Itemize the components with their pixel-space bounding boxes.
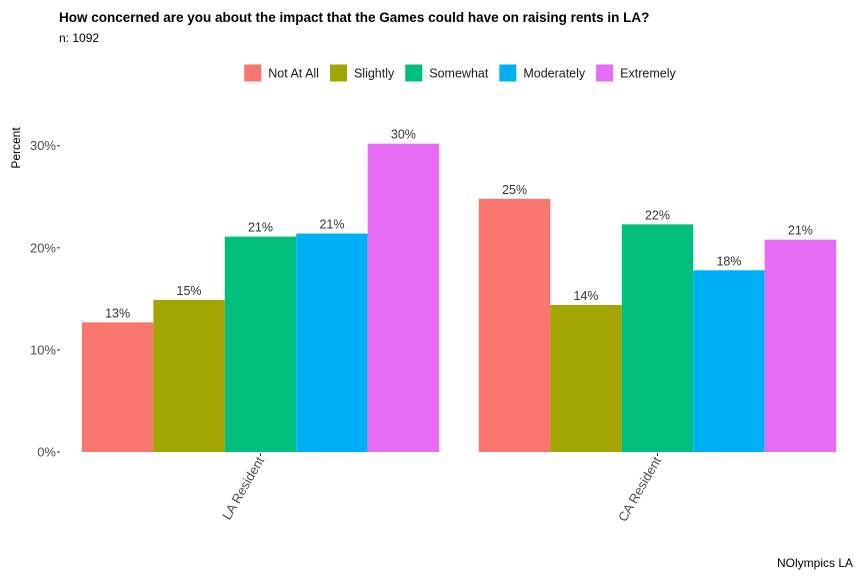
data-label: 13%: [105, 306, 130, 320]
legend-key: [405, 64, 423, 82]
bar: [224, 236, 297, 452]
bar: [153, 299, 225, 452]
legend-label: Not At All: [268, 67, 319, 81]
y-axis: 0% 10% 20% 30%: [30, 138, 60, 460]
bar: [296, 233, 368, 452]
x-tick-label: CA Resident: [615, 454, 664, 524]
bars: 13% 15% 21% 21% 30% 25% 14% 22% 18% 21%: [81, 128, 837, 452]
chart-subtitle: n: 1092: [59, 31, 99, 45]
y-tick-label: 30%: [30, 138, 56, 153]
bar: [81, 322, 154, 452]
data-label: 21%: [248, 221, 273, 235]
data-label: 21%: [788, 224, 813, 238]
legend-label: Somewhat: [429, 67, 489, 81]
legend: Not At All Slightly Somewhat Moderately Extr…: [244, 64, 676, 82]
legend-key: [329, 64, 347, 82]
legend-key: [499, 64, 517, 82]
legend-key: [596, 64, 614, 82]
bar: [764, 239, 837, 452]
data-label: 15%: [177, 284, 202, 298]
y-axis-title: Percent: [9, 127, 23, 169]
data-label: 25%: [502, 183, 527, 197]
bar: [621, 224, 694, 452]
legend-key: [244, 64, 262, 82]
x-tick-label: LA Resident: [219, 454, 267, 523]
y-tick-label: 10%: [30, 342, 56, 357]
data-label: 30%: [391, 128, 416, 142]
chart-title: How concerned are you about the impact t…: [59, 10, 649, 25]
bar: [693, 270, 765, 452]
data-label: 14%: [574, 289, 599, 303]
data-label: 18%: [716, 254, 741, 268]
y-tick-label: 20%: [30, 240, 56, 255]
bar: [550, 304, 622, 452]
legend-label: Slightly: [354, 67, 395, 81]
chart-caption: NOlympics LA: [777, 556, 853, 570]
x-axis: LA Resident CA Resident: [219, 453, 664, 524]
data-label: 22%: [645, 208, 670, 222]
y-tick-label: 0%: [37, 445, 56, 460]
legend-label: Moderately: [523, 67, 586, 81]
data-label: 21%: [319, 218, 344, 232]
legend-label: Extremely: [620, 67, 676, 81]
bar: [367, 143, 440, 452]
bar: [478, 198, 551, 452]
